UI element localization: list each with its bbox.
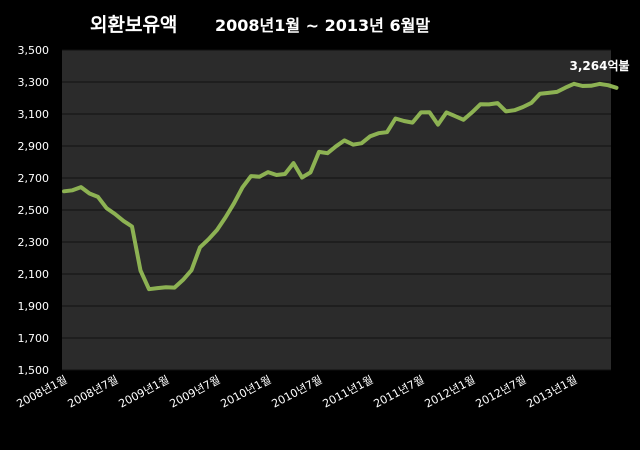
data-point (198, 245, 202, 249)
data-point (411, 121, 414, 125)
x-tick-label: 2011년7월 (372, 373, 427, 410)
data-point (606, 83, 610, 87)
data-point (96, 195, 100, 199)
x-tick-label: 2008년1월 (15, 373, 70, 410)
data-point (589, 84, 593, 88)
data-point (62, 189, 66, 193)
data-point (232, 201, 236, 205)
data-point (215, 228, 219, 232)
data-point (326, 151, 329, 155)
data-point (521, 105, 525, 109)
y-tick-label: 1,500 (18, 364, 50, 377)
data-point (419, 110, 423, 114)
x-tick-label: 2012년7월 (474, 373, 529, 410)
x-tick-label: 2013년1월 (525, 373, 580, 410)
data-point (428, 110, 431, 114)
data-point (530, 101, 533, 105)
data-point (453, 114, 457, 118)
data-point (283, 172, 287, 176)
data-point (190, 268, 193, 272)
data-point (130, 225, 134, 228)
y-tick-label: 1,900 (18, 300, 50, 313)
data-point (292, 161, 295, 165)
data-point (334, 144, 338, 148)
data-point (538, 92, 542, 96)
x-tick-label: 2010년1월 (219, 373, 274, 410)
data-point (598, 82, 601, 86)
data-point (462, 118, 465, 122)
data-point (300, 176, 304, 179)
data-point (79, 185, 83, 189)
data-point (249, 174, 253, 178)
data-point (547, 91, 550, 95)
data-point (275, 173, 278, 177)
data-point (266, 170, 270, 174)
data-point (572, 82, 576, 86)
data-point (496, 101, 499, 105)
chart-subtitle: 2008년1월 ~ 2013년 6월말 (215, 16, 431, 35)
data-point (351, 143, 355, 147)
data-point (113, 212, 117, 216)
x-axis-ticks: 2008년1월2008년7월2009년1월2009년7월2010년1월2010년… (15, 373, 580, 410)
data-point (147, 287, 151, 291)
x-tick-label: 2009년1월 (117, 373, 172, 410)
data-point (470, 110, 474, 114)
data-point (377, 131, 380, 135)
y-tick-label: 1,700 (18, 332, 50, 345)
x-tick-label: 2008년7월 (66, 373, 121, 410)
data-point (385, 130, 389, 134)
data-point (615, 86, 618, 90)
last-value-annotation: 3,264억불 (570, 59, 630, 73)
data-point (394, 117, 397, 120)
data-point (156, 286, 159, 290)
y-tick-label: 2,700 (18, 172, 50, 185)
chart-title-bar: 외환보유액 2008년1월 ~ 2013년 6월말 (0, 8, 640, 38)
y-tick-label: 2,300 (18, 236, 50, 249)
x-tick-label: 2011년1월 (321, 373, 376, 410)
chart-title: 외환보유액 (90, 14, 178, 36)
data-point (207, 237, 210, 241)
y-tick-label: 2,500 (18, 204, 50, 217)
y-tick-label: 2,900 (18, 140, 50, 153)
data-point (436, 123, 440, 127)
data-point (173, 286, 176, 290)
data-point (122, 219, 125, 223)
data-point (224, 215, 227, 219)
y-tick-label: 3,100 (18, 108, 50, 121)
data-point (241, 185, 244, 189)
data-point (258, 175, 261, 179)
data-point (368, 134, 372, 138)
data-point (309, 170, 312, 174)
x-tick-label: 2012년1월 (423, 373, 478, 410)
data-point (581, 84, 584, 88)
data-point (504, 109, 508, 113)
data-point (513, 108, 516, 112)
data-point (343, 138, 346, 142)
data-point (487, 102, 491, 106)
data-point (360, 141, 363, 145)
y-tick-label: 2,100 (18, 268, 50, 281)
data-point (564, 86, 567, 90)
y-tick-label: 3,300 (18, 76, 50, 89)
x-tick-label: 2009년7월 (168, 373, 223, 410)
x-tick-label: 2010년7월 (270, 373, 325, 410)
data-point (164, 285, 168, 289)
data-point (555, 90, 559, 94)
data-point (105, 206, 108, 210)
data-point (402, 119, 406, 123)
data-point (71, 188, 74, 192)
y-tick-label: 3,500 (18, 44, 50, 57)
data-point (445, 110, 448, 114)
data-point (181, 278, 185, 282)
data-point (139, 269, 142, 272)
data-point (479, 102, 482, 106)
data-point (317, 150, 321, 154)
series-group (62, 81, 619, 292)
data-point (88, 192, 91, 195)
y-axis-ticks: 1,500 1,700 1,900 2,100 2,300 2,500 2,700 2,900… (18, 44, 50, 377)
